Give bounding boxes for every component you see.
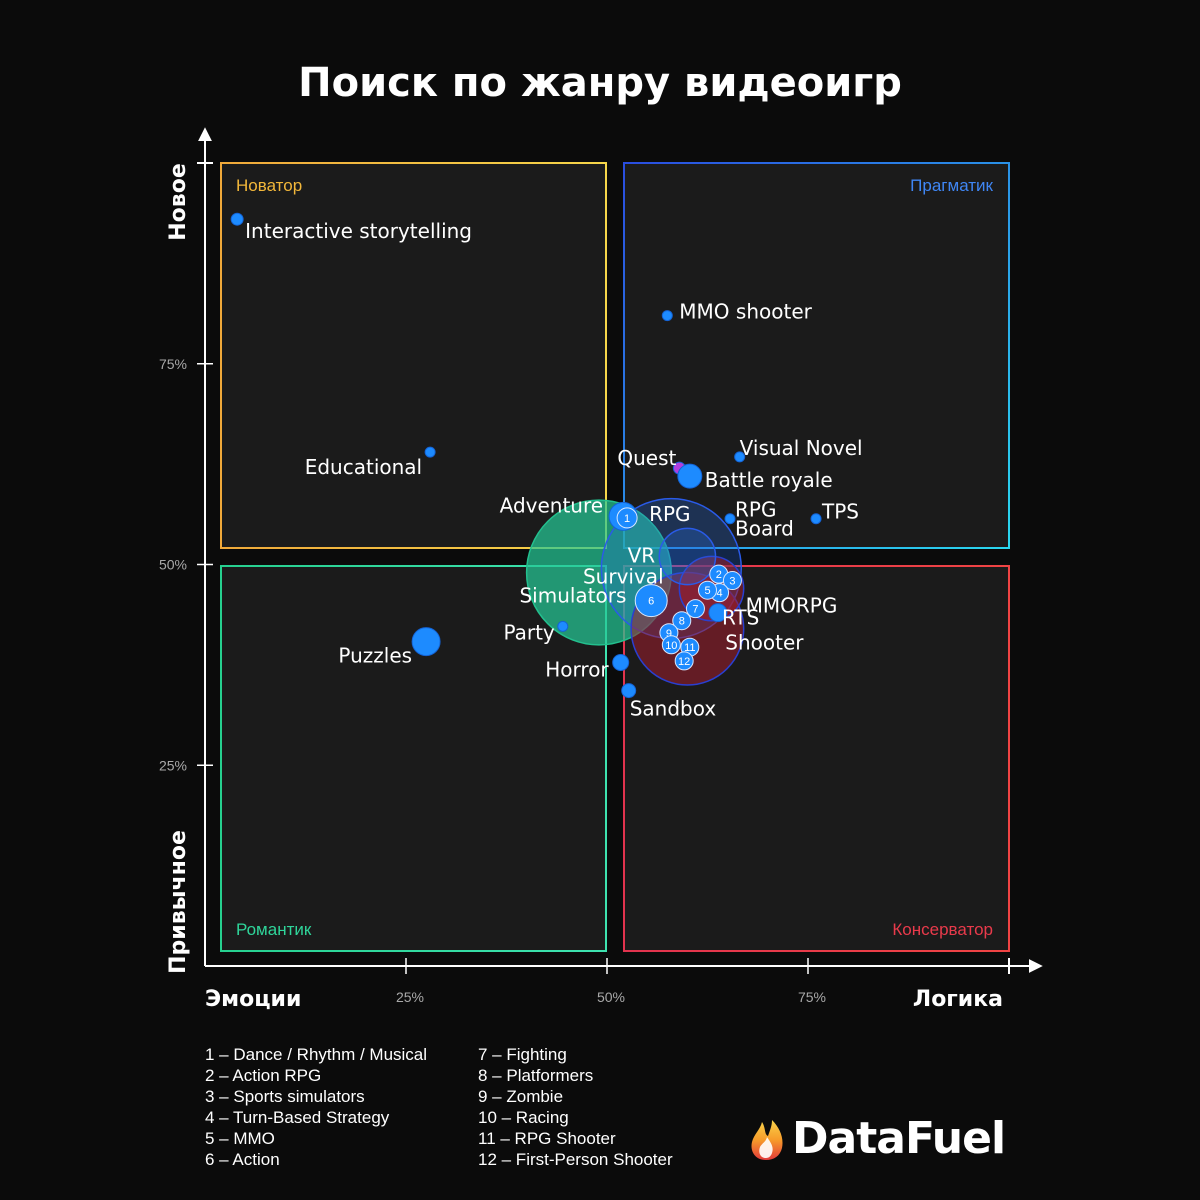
y-axis-label-top: Новое	[166, 163, 191, 240]
numbered-point-marker	[672, 611, 692, 631]
numbered-point-label: 8	[679, 616, 685, 628]
numbered-point-marker	[722, 571, 742, 591]
point-mmo-shooter	[661, 310, 673, 322]
y-axis-label-bottom: Привычное	[166, 830, 191, 974]
numbered-point-marker	[698, 580, 717, 600]
legend-item: 12 – First-Person Shooter	[478, 1150, 673, 1169]
bubble-vr	[658, 527, 717, 586]
numbered-point-marker	[661, 635, 681, 655]
numbered-point-label: 7	[692, 604, 698, 616]
legend-item: 11 – RPG Shooter	[478, 1129, 616, 1148]
legend-item: 8 – Platformers	[478, 1066, 594, 1085]
numbered-point-7: 7	[685, 599, 705, 619]
x-axis-label-left: Эмоции	[205, 987, 301, 1012]
numbered-point-label: 9	[666, 628, 672, 640]
point-sandbox	[621, 683, 637, 699]
legend-item: 10 – Racing	[478, 1108, 569, 1127]
label-visual-novel: Visual Novel	[740, 436, 863, 460]
legend-item: 1 – Dance / Rhythm / Musical	[205, 1045, 428, 1064]
point-rpg-board	[724, 513, 736, 525]
quadrant-label-innovator: Новатор	[236, 176, 302, 195]
numbered-point-12: 12	[674, 651, 694, 671]
brand-logo: DataFuel	[748, 1110, 1006, 1166]
point-puzzles	[411, 627, 441, 657]
numbered-point-label: 3	[729, 576, 735, 588]
numbered-point-marker	[685, 599, 705, 619]
legend-item: 4 – Turn-Based Strategy	[205, 1108, 390, 1127]
x-tick-label: 75%	[798, 989, 826, 1005]
quadrant-label-conservative: Консерватор	[892, 920, 993, 939]
numbered-point-label: 1	[624, 513, 630, 525]
y-tick-label: 25%	[159, 757, 187, 773]
quadrant-innovator	[220, 162, 607, 549]
y-tick-label: 75%	[159, 356, 187, 372]
numbered-point-label: 6	[648, 596, 654, 608]
label-rpg: RPG	[649, 502, 690, 526]
label-rpg-board: RPG Board	[735, 498, 794, 541]
label-rts: RTS	[722, 606, 759, 630]
numbered-point-10: 10	[661, 635, 681, 655]
label-horror: Horror	[545, 657, 609, 681]
legend-item: 7 – Fighting	[478, 1045, 567, 1064]
label-tps: TPS	[821, 500, 859, 524]
label-simulators: Simulators	[519, 584, 626, 608]
x-tick-label: 50%	[597, 989, 625, 1005]
label-quest: Quest	[617, 446, 676, 470]
x-axis-label-right: Логика	[913, 987, 1003, 1012]
label-vr: VR	[628, 543, 656, 567]
label-shooter: Shooter	[725, 631, 804, 655]
numbered-point-marker	[674, 651, 694, 671]
legend-item: 2 – Action RPG	[205, 1066, 322, 1085]
legend-column-2: 7 – Fighting 8 – Platformers 9 – Zombie …	[478, 1044, 673, 1170]
numbered-point-marker	[616, 507, 638, 529]
legend-item: 5 – MMO	[205, 1129, 275, 1148]
legend-item: 3 – Sports simulators	[205, 1087, 365, 1106]
numbered-point-1: 1	[616, 507, 638, 529]
label-mmo-shooter: MMO shooter	[679, 300, 812, 324]
chart-title: Поиск по жанру видеоигр	[298, 60, 902, 106]
label-sandbox: Sandbox	[630, 697, 717, 721]
quadrant-romantic	[220, 565, 607, 952]
quadrant-label-pragmatic: Прагматик	[910, 176, 993, 195]
point-visual-novel	[734, 451, 746, 463]
numbered-point-label: 12	[678, 656, 690, 668]
numbered-point-8: 8	[672, 611, 692, 631]
point-horror	[612, 653, 630, 671]
legend-column-1: 1 – Dance / Rhythm / Musical 2 – Action …	[205, 1044, 427, 1170]
label-mmorpg: MMORPG	[746, 594, 838, 618]
numbered-point-3: 3	[722, 571, 742, 591]
numbered-point-5: 5	[698, 580, 717, 600]
axes: 25% 50% 75% 25% 50% 75% Эмоции Логика Новое П…	[159, 127, 1043, 1012]
numbered-point-label: 2	[716, 569, 722, 581]
label-educational: Educational	[305, 455, 422, 479]
label-party: Party	[503, 620, 554, 644]
numbered-point-label: 4	[716, 588, 722, 600]
numbered-point-marker	[634, 584, 668, 618]
point-battle-royale	[677, 463, 703, 489]
brand-name: DataFuel	[792, 1112, 1006, 1164]
numbered-point-label: 5	[704, 585, 710, 597]
numbered-point-6: 6	[634, 584, 668, 618]
legend-item: 9 – Zombie	[478, 1087, 564, 1106]
numbered-point-label: 10	[665, 640, 677, 652]
y-tick-label: 50%	[159, 557, 187, 573]
legend-item: 6 – Action	[205, 1150, 280, 1169]
label-battle-royale: Battle royale	[705, 468, 833, 492]
label-puzzles: Puzzles	[338, 644, 412, 668]
x-tick-label: 25%	[396, 989, 424, 1005]
point-interactive-storytelling	[230, 212, 244, 226]
point-educational	[424, 446, 436, 458]
quadrant-label-romantic: Романтик	[236, 920, 312, 939]
point-rts	[708, 603, 728, 623]
flame-icon	[751, 1120, 783, 1160]
numbered-point-label: 11	[684, 642, 695, 654]
point-tps	[810, 513, 822, 525]
label-interactive-storytelling: Interactive storytelling	[245, 219, 472, 243]
label-adventure: Adventure	[500, 493, 603, 517]
point-party	[557, 620, 569, 632]
